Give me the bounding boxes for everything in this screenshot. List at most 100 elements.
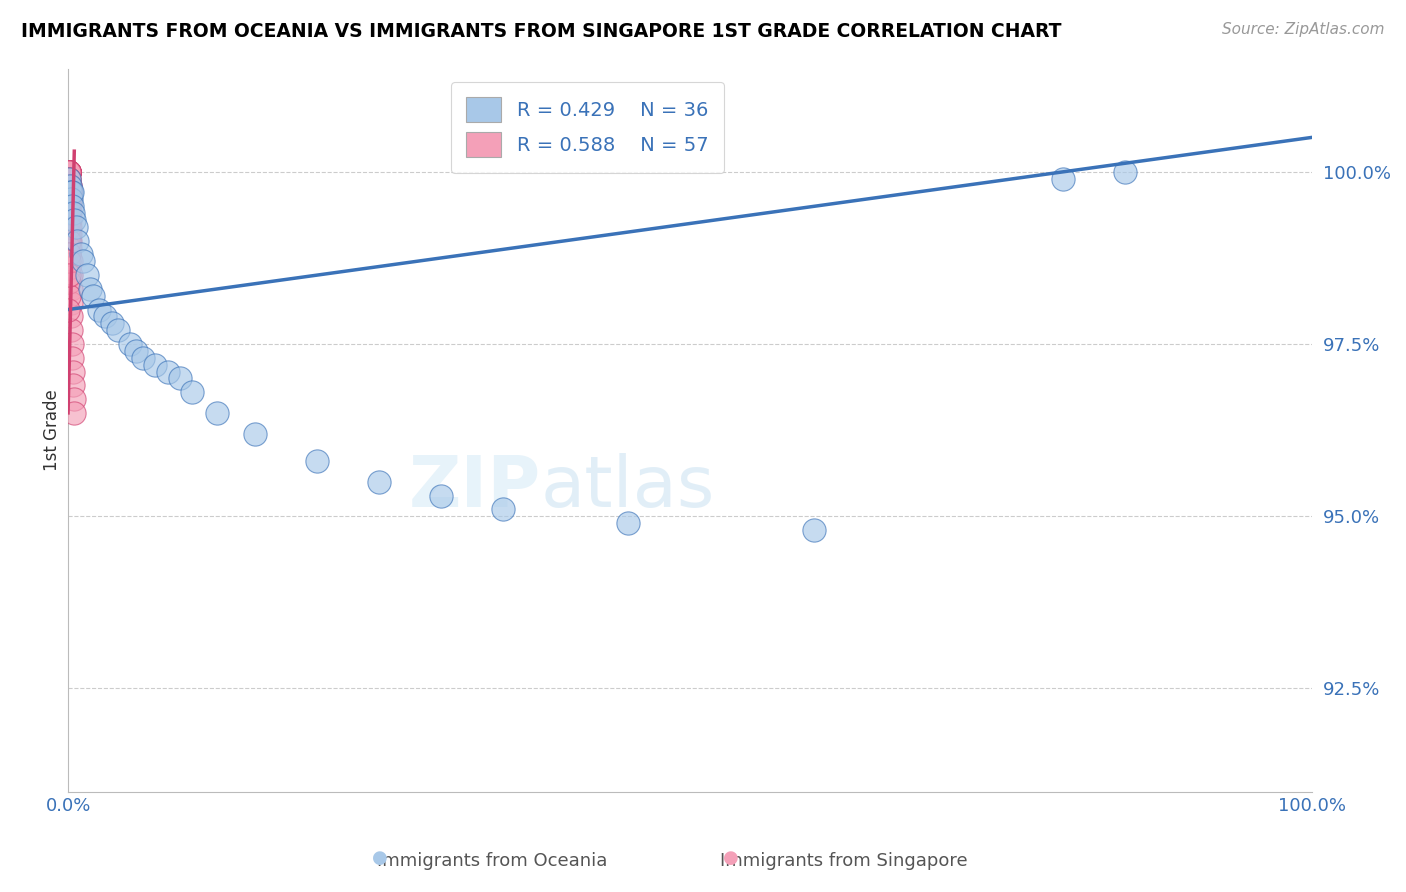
Point [59,268,82,282]
Point [58,213,80,227]
Point [58,165,80,179]
Point [107,323,129,337]
Point [58,178,80,193]
Point [59,219,82,234]
Point [59,282,82,296]
Point [59,234,82,248]
Text: atlas: atlas [541,453,716,523]
Point [58,165,80,179]
Point [58,268,80,282]
Point [60,337,83,351]
Point [59,241,82,255]
Point [58,171,80,186]
Point [58,171,80,186]
Point [94,310,117,324]
Point [58,165,80,179]
Point [59,186,82,200]
Point [803,523,825,537]
Point [181,385,204,400]
Point [60,193,83,207]
Point [59,295,82,310]
Point [58,206,80,220]
Point [492,502,515,516]
Text: ●: ● [723,849,740,867]
Point [169,371,191,385]
Point [60,186,83,200]
Point [63,213,86,227]
Point [58,165,80,179]
Point [430,489,453,503]
Point [58,165,80,179]
Y-axis label: 1st Grade: 1st Grade [44,389,60,471]
Point [59,213,82,227]
Point [305,454,328,468]
Text: Immigrants from Oceania: Immigrants from Oceania [377,852,607,870]
Point [243,426,266,441]
Point [62,199,84,213]
Point [59,199,82,213]
Point [58,178,80,193]
Point [58,165,80,179]
Point [58,247,80,261]
Point [58,165,80,179]
Point [59,206,82,220]
Point [58,241,80,255]
Point [63,406,86,420]
Point [125,343,148,358]
Point [62,206,84,220]
Point [62,392,84,406]
Point [58,193,80,207]
Point [617,516,640,530]
Point [58,165,80,179]
Point [59,178,82,193]
Point [143,358,166,372]
Point [59,254,82,268]
Point [60,310,83,324]
Point [59,227,82,241]
Point [120,337,142,351]
Point [59,186,82,200]
Point [100,317,122,331]
Text: Source: ZipAtlas.com: Source: ZipAtlas.com [1222,22,1385,37]
Point [1052,171,1074,186]
Point [58,165,80,179]
Point [156,365,179,379]
Text: ●: ● [371,849,388,867]
Point [79,282,101,296]
Point [58,227,80,241]
Point [58,165,80,179]
Point [60,351,83,365]
Point [58,165,80,179]
Point [72,254,94,268]
Point [58,289,80,303]
Point [60,323,83,337]
Point [58,254,80,268]
Point [58,199,80,213]
Point [58,165,80,179]
Point [58,302,80,317]
Point [207,406,229,420]
Point [58,247,80,261]
Point [62,365,84,379]
Point [368,475,391,489]
Point [58,261,80,276]
Point [58,171,80,186]
Point [82,289,104,303]
Point [131,351,153,365]
Point [1114,165,1136,179]
Point [76,268,98,282]
Point [65,219,87,234]
Point [58,219,80,234]
Point [58,275,80,289]
Point [89,302,111,317]
Text: IMMIGRANTS FROM OCEANIA VS IMMIGRANTS FROM SINGAPORE 1ST GRADE CORRELATION CHART: IMMIGRANTS FROM OCEANIA VS IMMIGRANTS FR… [21,22,1062,41]
Point [66,234,89,248]
Point [58,165,80,179]
Point [59,193,82,207]
Point [69,247,91,261]
Point [59,186,82,200]
Text: Immigrants from Singapore: Immigrants from Singapore [720,852,967,870]
Point [58,165,80,179]
Point [58,234,80,248]
Point [58,165,80,179]
